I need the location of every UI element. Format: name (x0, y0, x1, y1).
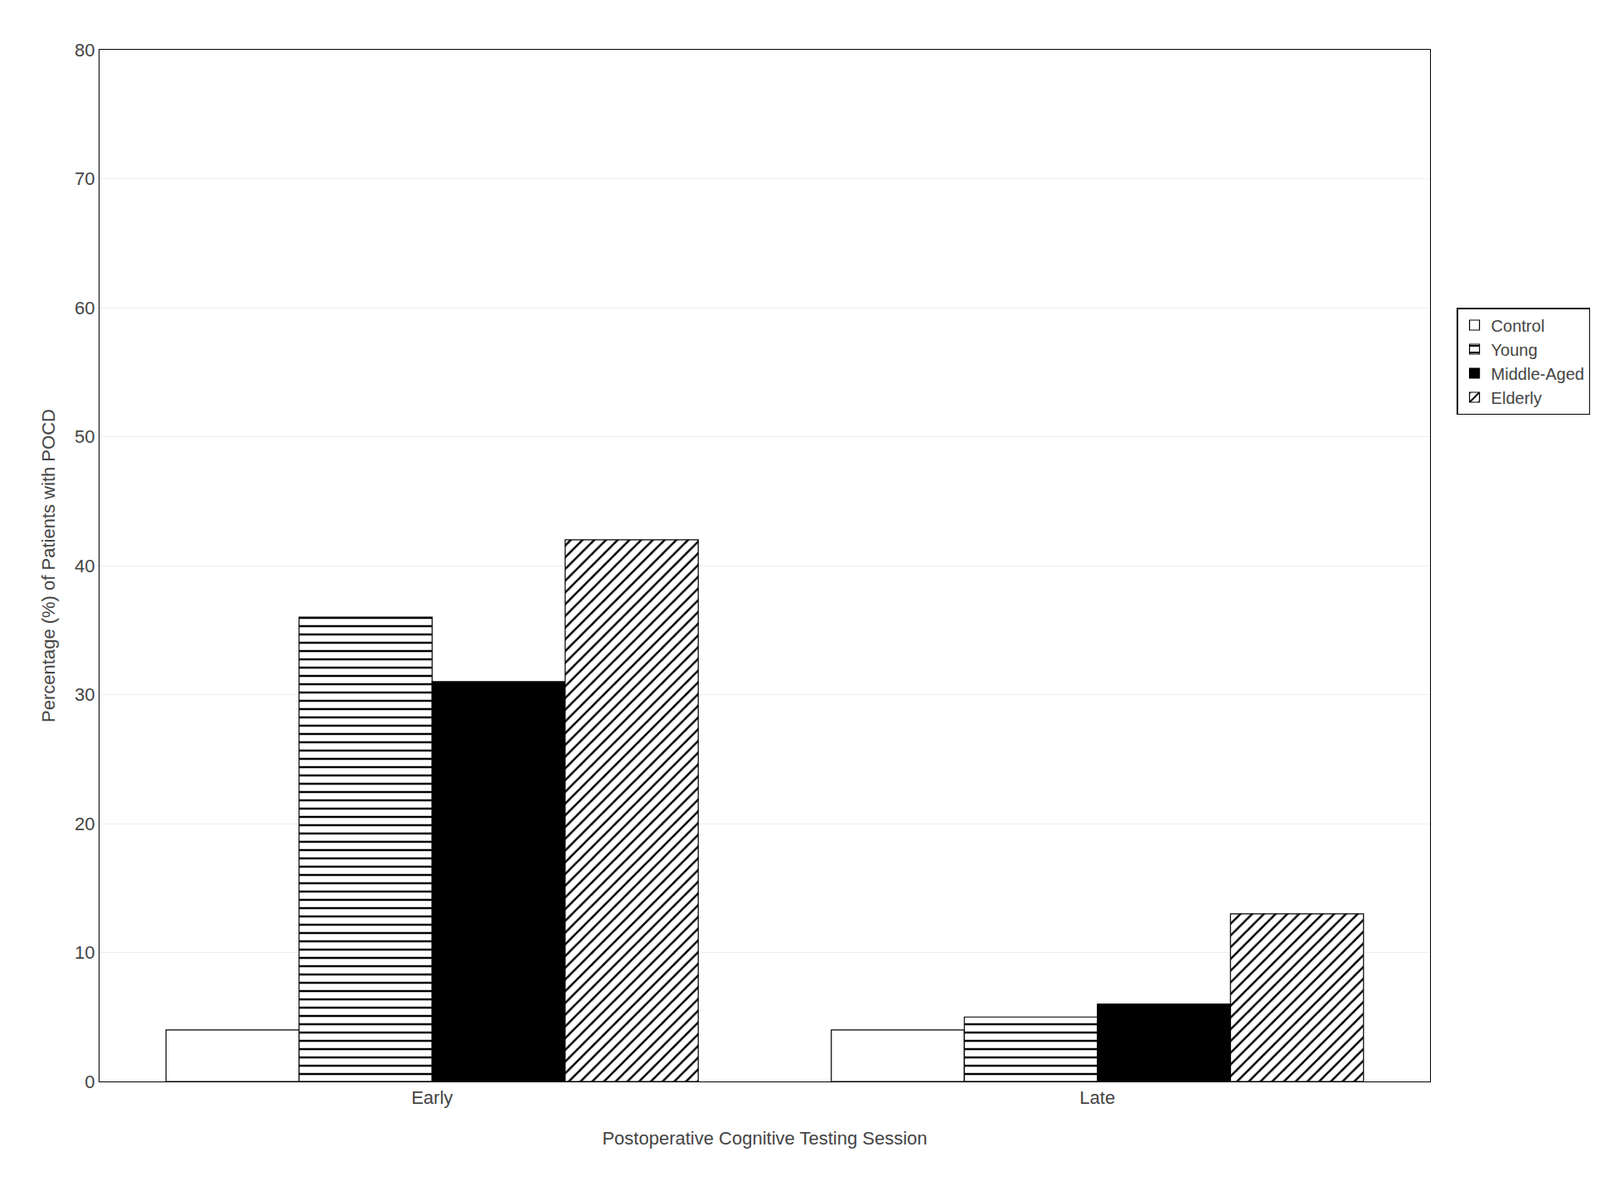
svg-text:Control: Control (1491, 316, 1545, 335)
svg-text:40: 40 (74, 555, 95, 577)
svg-text:80: 80 (74, 39, 95, 61)
svg-text:Middle-Aged: Middle-Aged (1491, 364, 1585, 384)
svg-text:Elderly: Elderly (1491, 388, 1542, 408)
svg-text:Early: Early (411, 1086, 453, 1108)
svg-text:20: 20 (74, 813, 95, 834)
svg-text:60: 60 (74, 297, 95, 319)
svg-text:10: 10 (74, 941, 95, 963)
svg-text:Young: Young (1491, 340, 1538, 359)
svg-text:70: 70 (74, 168, 95, 190)
svg-text:Postoperative Cognitive Testin: Postoperative Cognitive Testing Session (601, 1127, 927, 1149)
svg-text:0: 0 (84, 1071, 95, 1092)
svg-text:Percentage (%) of Patients wit: Percentage (%) of Patients with POCD (38, 408, 59, 723)
svg-text:Late: Late (1079, 1086, 1116, 1108)
svg-text:30: 30 (74, 683, 95, 705)
svg-text:50: 50 (74, 426, 95, 447)
